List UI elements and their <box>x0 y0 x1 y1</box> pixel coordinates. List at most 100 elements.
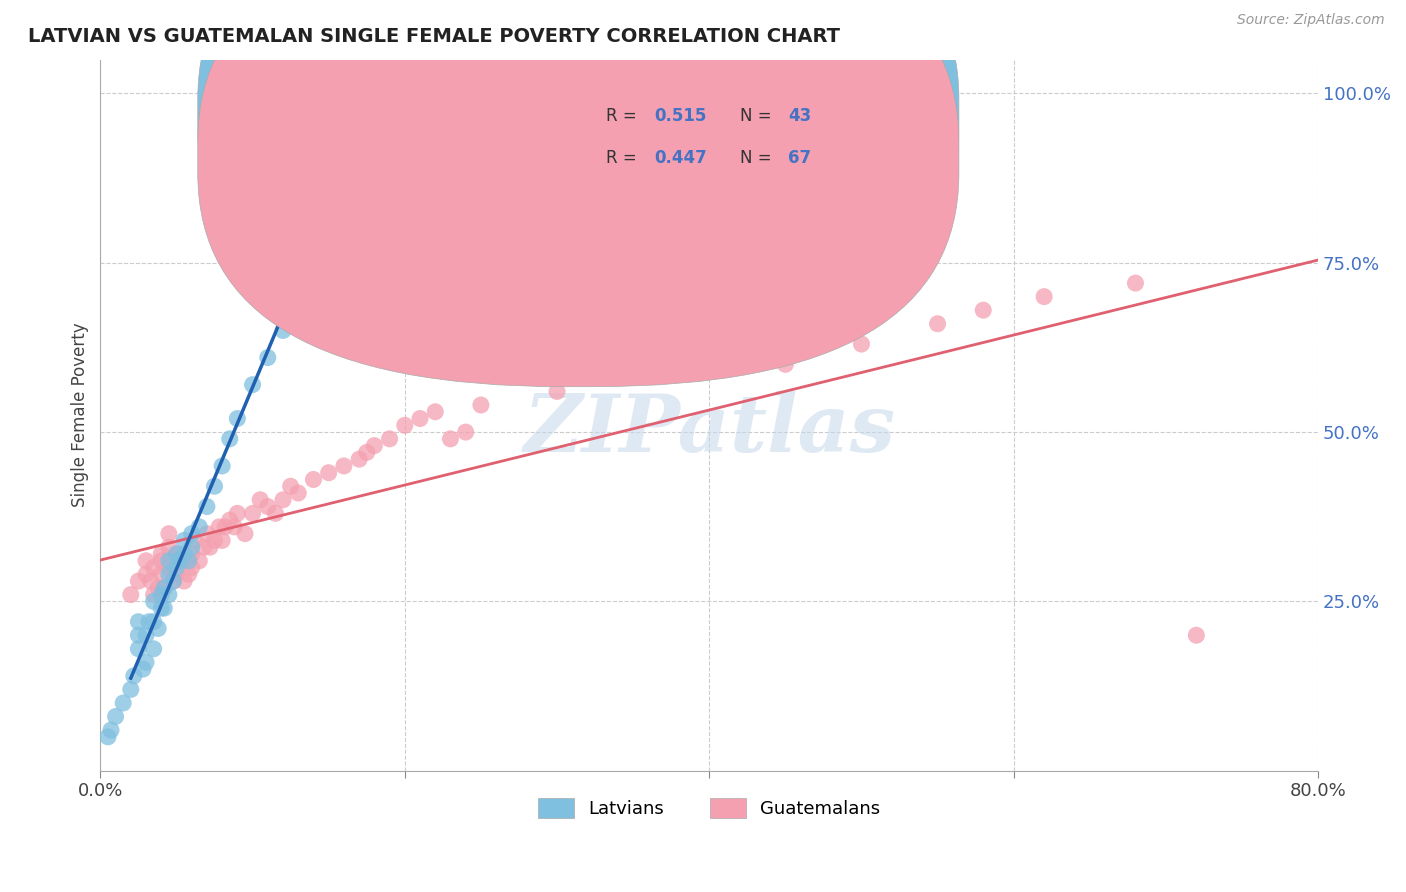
Point <box>333 458 356 473</box>
Point <box>204 533 226 548</box>
Point <box>150 567 173 582</box>
Point <box>127 574 149 588</box>
Point <box>120 588 142 602</box>
Point <box>148 622 170 636</box>
Point <box>157 554 180 568</box>
Point <box>166 547 188 561</box>
Point <box>1033 290 1056 304</box>
Point <box>153 581 176 595</box>
Point <box>851 337 873 351</box>
Point <box>132 662 155 676</box>
Point <box>188 554 211 568</box>
Point <box>127 641 149 656</box>
Point <box>180 540 202 554</box>
Point <box>169 554 191 568</box>
Point <box>135 567 157 582</box>
Point <box>218 432 240 446</box>
Point <box>233 526 256 541</box>
Point <box>135 554 157 568</box>
Point <box>153 581 176 595</box>
Point <box>157 526 180 541</box>
FancyBboxPatch shape <box>551 88 917 187</box>
Point <box>697 364 720 378</box>
FancyBboxPatch shape <box>198 0 959 344</box>
Point <box>173 533 195 548</box>
Point <box>211 533 233 548</box>
Point <box>135 656 157 670</box>
Point <box>162 574 184 588</box>
Point <box>138 615 160 629</box>
Point <box>142 594 165 608</box>
Point <box>173 547 195 561</box>
Point <box>409 411 432 425</box>
Point <box>142 641 165 656</box>
Point <box>256 500 278 514</box>
Point <box>211 458 233 473</box>
Point <box>148 581 170 595</box>
Point <box>157 540 180 554</box>
Point <box>454 425 477 439</box>
Point <box>127 628 149 642</box>
Point <box>139 574 162 588</box>
Point <box>218 513 240 527</box>
Point <box>302 473 325 487</box>
Point <box>157 588 180 602</box>
Text: N =: N = <box>740 108 776 126</box>
Point <box>256 351 278 365</box>
Point <box>180 547 202 561</box>
Point <box>104 709 127 723</box>
Point <box>1125 276 1147 290</box>
Point <box>363 439 385 453</box>
Point <box>177 567 200 582</box>
Point <box>173 554 195 568</box>
Point <box>166 560 188 574</box>
Text: 0.447: 0.447 <box>654 149 707 167</box>
Point <box>188 520 211 534</box>
Point <box>287 486 309 500</box>
Point <box>157 567 180 582</box>
Point <box>177 554 200 568</box>
Point <box>198 540 221 554</box>
Point <box>394 418 416 433</box>
Point <box>280 479 302 493</box>
Point <box>242 377 264 392</box>
Point <box>127 615 149 629</box>
Y-axis label: Single Female Poverty: Single Female Poverty <box>72 323 89 508</box>
Point <box>972 303 994 318</box>
Point <box>347 452 370 467</box>
Text: 0.515: 0.515 <box>654 108 707 126</box>
Point <box>439 432 461 446</box>
Point <box>150 601 173 615</box>
Point <box>173 574 195 588</box>
Point <box>195 526 218 541</box>
Point <box>195 500 218 514</box>
Text: ZIPatlas: ZIPatlas <box>523 391 896 468</box>
Point <box>264 506 287 520</box>
Point <box>242 506 264 520</box>
Point <box>1185 628 1208 642</box>
Point <box>166 547 188 561</box>
Text: N =: N = <box>740 149 776 167</box>
Legend: Latvians, Guatemalans: Latvians, Guatemalans <box>531 790 887 826</box>
Point <box>204 479 226 493</box>
Point <box>120 682 142 697</box>
Point <box>142 615 165 629</box>
Point <box>214 520 236 534</box>
Text: 67: 67 <box>789 149 811 167</box>
Point <box>378 432 401 446</box>
Text: Source: ZipAtlas.com: Source: ZipAtlas.com <box>1237 13 1385 28</box>
Point <box>150 588 173 602</box>
Text: R =: R = <box>606 149 641 167</box>
Point <box>318 466 340 480</box>
Point <box>135 628 157 642</box>
Point <box>546 384 568 399</box>
Point <box>249 492 271 507</box>
Point <box>226 411 249 425</box>
Point <box>271 324 294 338</box>
Point <box>169 554 191 568</box>
Point <box>775 357 797 371</box>
FancyBboxPatch shape <box>198 0 959 387</box>
Point <box>621 364 644 378</box>
Point <box>927 317 949 331</box>
Point <box>166 567 188 582</box>
